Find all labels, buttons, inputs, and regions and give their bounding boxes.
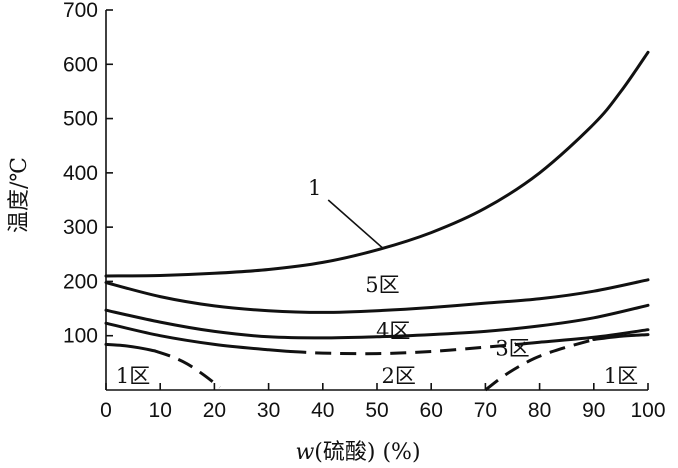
zone-label: 1区	[116, 364, 150, 388]
labels: 1 5区 4区 3区 1区 2区 1区	[116, 176, 638, 388]
x-tick-label: 60	[420, 399, 443, 422]
curve-1-leader-line	[327, 199, 383, 249]
y-tick-label: 500	[63, 108, 98, 131]
x-axis-title: w(硫酸) (%)	[295, 440, 420, 465]
x-tick-label: 40	[311, 399, 334, 422]
series-line-8	[154, 349, 221, 389]
series-line-10	[592, 333, 650, 341]
x-tick-label: 70	[474, 399, 497, 422]
curves	[104, 50, 650, 392]
y-tick-label: 700	[63, 0, 98, 22]
y-tick-label: 100	[63, 325, 98, 348]
zone-label: 2区	[381, 364, 415, 388]
zone-label: 4区	[376, 319, 410, 343]
y-tick-label: 300	[63, 216, 98, 239]
zone-label: 1区	[604, 364, 638, 388]
x-tick-label: 50	[365, 399, 388, 422]
series-line-3	[104, 303, 650, 340]
axes: 0 10 20 30 40 50 60 70 80 90 100 100 200 300 400 500 600…	[63, 0, 666, 422]
x-tick-label: 90	[582, 399, 605, 422]
x-tick-label: 30	[257, 399, 280, 422]
y-tick-label: 200	[63, 270, 98, 293]
x-tick-label: 20	[203, 399, 226, 422]
series-line-9	[484, 338, 595, 392]
series-line-7	[104, 342, 157, 353]
x-tick-label: 100	[630, 399, 665, 422]
series-line-2	[104, 278, 650, 314]
y-tick-label: 400	[63, 162, 98, 185]
y-tick-label: 600	[63, 53, 98, 76]
x-tick-label: 10	[149, 399, 172, 422]
zone-label: 5区	[365, 273, 399, 297]
x-axis-variable: w	[295, 440, 314, 465]
zone-label: 1	[308, 176, 321, 200]
zone-label: 3区	[495, 337, 529, 361]
y-axis-title: 温度/℃	[7, 157, 32, 233]
x-tick-label: 80	[528, 399, 551, 422]
series-line-4	[104, 321, 292, 353]
x-axis-title-rest: (硫酸) (%)	[314, 440, 420, 465]
x-tick-label: 0	[100, 399, 112, 422]
series-line-1	[104, 50, 650, 278]
series-line-5	[290, 342, 519, 356]
series-line-6	[516, 328, 650, 346]
